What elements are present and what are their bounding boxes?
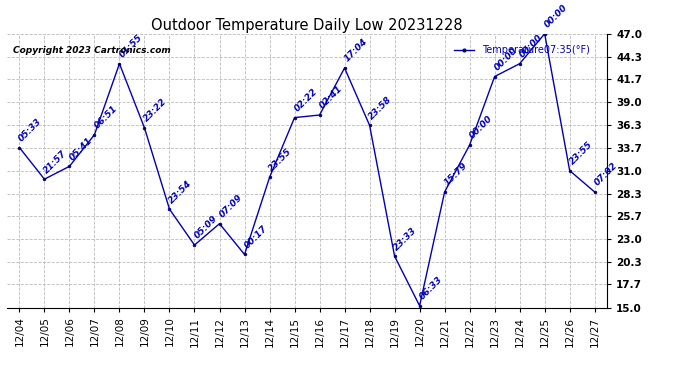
Text: 06:51: 06:51 (92, 104, 119, 130)
Text: Copyright 2023 Cartronics.com: Copyright 2023 Cartronics.com (13, 46, 170, 55)
Legend: Temperature07:35(°F): Temperature07:35(°F) (451, 41, 593, 59)
Text: 15:79: 15:79 (442, 161, 469, 188)
Text: 23:33: 23:33 (393, 225, 419, 252)
Text: 05:33: 05:33 (17, 117, 43, 143)
Text: 06:33: 06:33 (417, 275, 444, 302)
Text: 07:02: 07:02 (593, 161, 619, 188)
Text: 05:09: 05:09 (193, 214, 219, 241)
Text: 23:54: 23:54 (167, 178, 194, 205)
Text: 21:57: 21:57 (42, 148, 69, 175)
Text: 00:17: 00:17 (242, 224, 269, 250)
Text: 23:55: 23:55 (267, 147, 294, 173)
Title: Outdoor Temperature Daily Low 20231228: Outdoor Temperature Daily Low 20231228 (151, 18, 463, 33)
Text: 00:00: 00:00 (518, 33, 544, 60)
Text: 23:22: 23:22 (142, 97, 169, 124)
Text: 02:22: 02:22 (293, 87, 319, 113)
Text: 00:00: 00:00 (542, 3, 569, 30)
Text: 07:09: 07:09 (217, 193, 244, 219)
Text: 05:41: 05:41 (67, 136, 94, 162)
Text: 23:55: 23:55 (567, 140, 594, 166)
Text: 01:55: 01:55 (117, 33, 144, 60)
Text: 00:00: 00:00 (467, 114, 494, 141)
Text: 17:04: 17:04 (342, 37, 369, 64)
Text: 23:58: 23:58 (367, 94, 394, 121)
Text: 02:41: 02:41 (317, 84, 344, 111)
Text: 00:00: 00:00 (493, 46, 519, 72)
